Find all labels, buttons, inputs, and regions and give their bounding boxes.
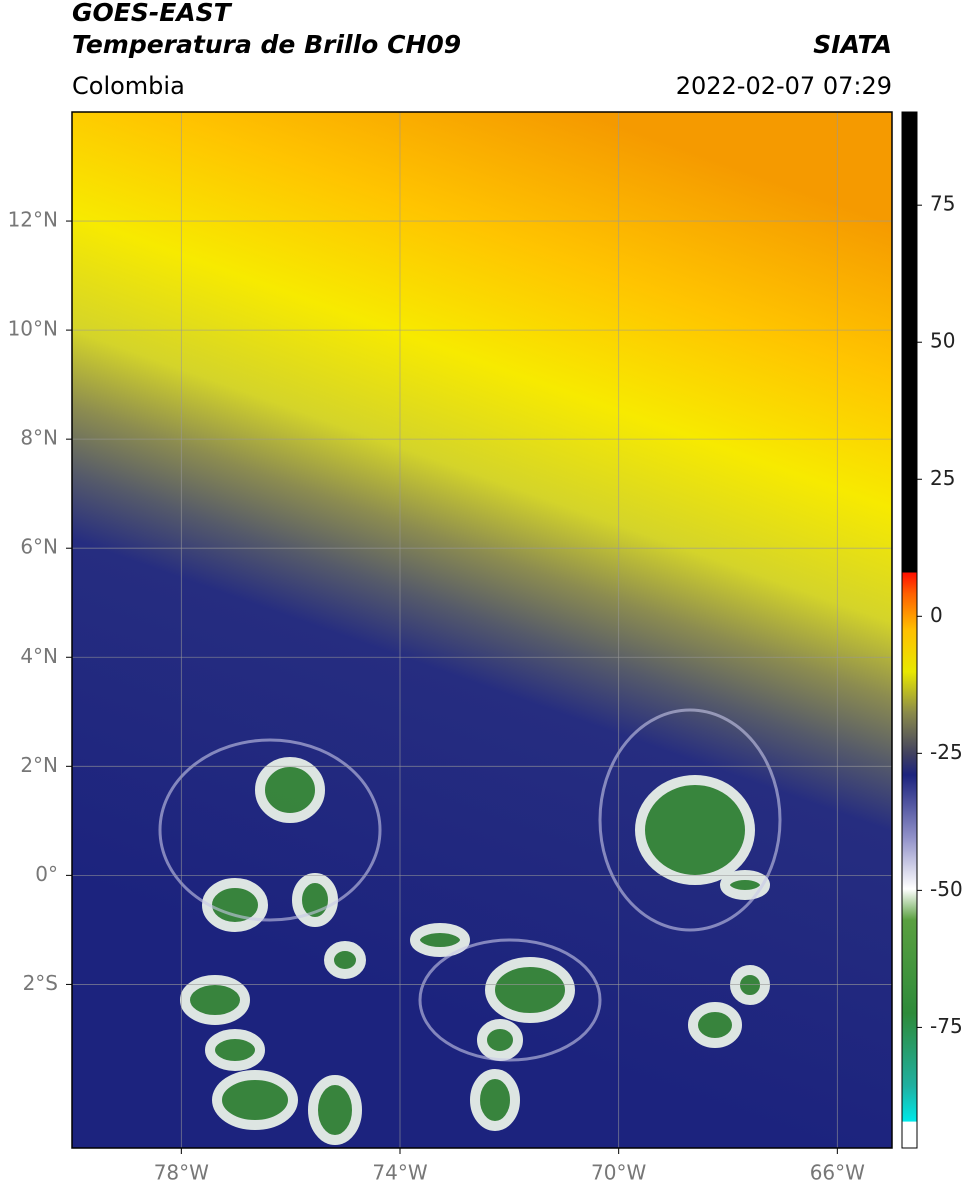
satellite: GOES-EAST — [72, 0, 233, 27]
satellite-image — [72, 112, 892, 1148]
product: Temperatura de Brillo CH09 — [72, 30, 461, 59]
colorbar-tick-label: 0 — [930, 603, 943, 627]
map-frame — [71, 111, 893, 1149]
x-tick-label: 70°W — [591, 1161, 646, 1185]
y-tick-label: 8°N — [20, 426, 58, 450]
datetime: 2022-02-07 07:29 — [676, 72, 892, 100]
y-tick-label: 12°N — [8, 208, 58, 232]
colorbar-tick-label: -50 — [930, 877, 963, 901]
x-tick-label: 78°W — [154, 1161, 209, 1185]
region: Colombia — [72, 72, 185, 100]
colorbar — [901, 111, 918, 1149]
x-tick-label: 74°W — [372, 1161, 427, 1185]
source: SIATA — [813, 30, 892, 59]
colorbar-tick-label: -75 — [930, 1014, 963, 1038]
y-tick-label: 2°N — [20, 753, 58, 777]
x-tick-label: 66°W — [810, 1161, 865, 1185]
grid — [72, 112, 892, 1148]
y-tick-label: 0° — [35, 862, 58, 886]
colorbar-tick-label: -25 — [930, 740, 963, 764]
y-tick-label: 4°N — [20, 644, 58, 668]
colorbar-tick-label: 25 — [930, 466, 955, 490]
colorbar-tick-label: 75 — [930, 192, 955, 216]
y-tick-label: 6°N — [20, 535, 58, 559]
colorbar-tick-label: 50 — [930, 329, 955, 353]
y-tick-label: 2°S — [23, 971, 58, 995]
y-tick-label: 10°N — [8, 317, 58, 341]
